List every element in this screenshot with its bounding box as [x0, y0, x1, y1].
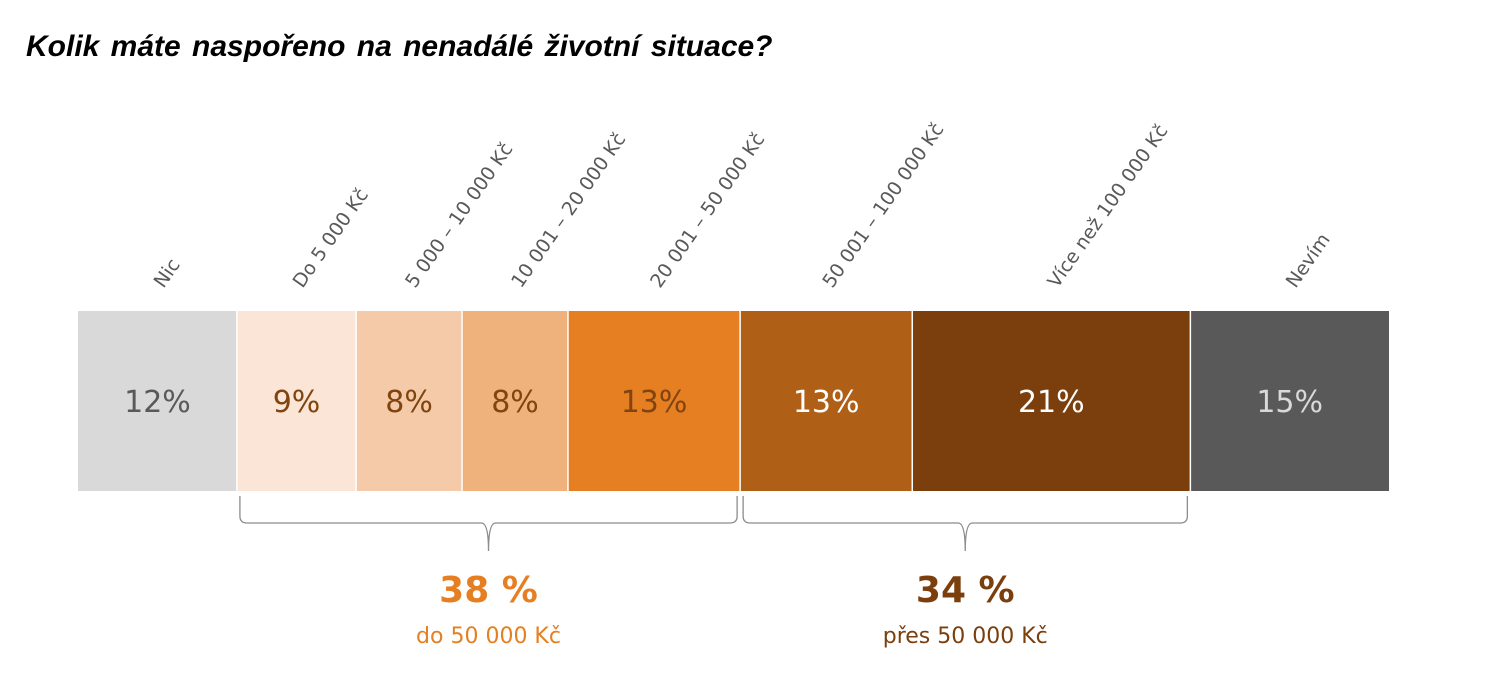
- value-label: 21%: [1018, 385, 1085, 420]
- group-total-label: 38 %: [439, 570, 538, 611]
- bar-segment: [1190, 311, 1389, 491]
- chart-title: Kolik máte naspořeno na nenadálé životní…: [26, 30, 773, 63]
- value-label: 9%: [273, 385, 321, 420]
- bar-segments: [78, 311, 1389, 491]
- value-label: 13%: [621, 385, 688, 420]
- category-label: Nic: [150, 255, 185, 292]
- category-label: 20 001 – 50 000 Kč: [646, 129, 769, 292]
- bar-segment: [912, 311, 1191, 491]
- value-label: 8%: [491, 385, 539, 420]
- value-label: 15%: [1256, 385, 1323, 420]
- bar-segment: [462, 311, 568, 491]
- bar-segment: [567, 311, 741, 491]
- value-label: 12%: [124, 385, 191, 420]
- group-total-label: 34 %: [916, 570, 1015, 611]
- category-label: Nevím: [1282, 229, 1335, 292]
- value-label: 8%: [385, 385, 433, 420]
- category-label: Do 5 000 Kč: [289, 185, 373, 292]
- group-braces: 38 % do 50 000 Kč 34 % přes 50 000 Kč: [239, 496, 1189, 649]
- group-brace: [742, 496, 1189, 552]
- category-label: 5 000 – 10 000 Kč: [401, 139, 517, 292]
- category-label: 10 001 – 20 000 Kč: [507, 129, 630, 292]
- value-labels: 12% 9% 8% 8% 13% 13% 21% 15%: [124, 385, 1323, 420]
- bar-segment: [236, 311, 357, 491]
- group-caption-label: do 50 000 Kč: [416, 624, 561, 649]
- group-caption-label: přes 50 000 Kč: [883, 624, 1048, 649]
- bar-segment: [356, 311, 463, 491]
- bar-segment: [740, 311, 913, 491]
- value-label: 13%: [793, 385, 860, 420]
- category-label: Více než 100 000 Kč: [1043, 121, 1172, 292]
- group-brace: [239, 496, 738, 552]
- category-label: 50 001 – 100 000 Kč: [818, 119, 948, 292]
- bar-segment: [78, 311, 237, 491]
